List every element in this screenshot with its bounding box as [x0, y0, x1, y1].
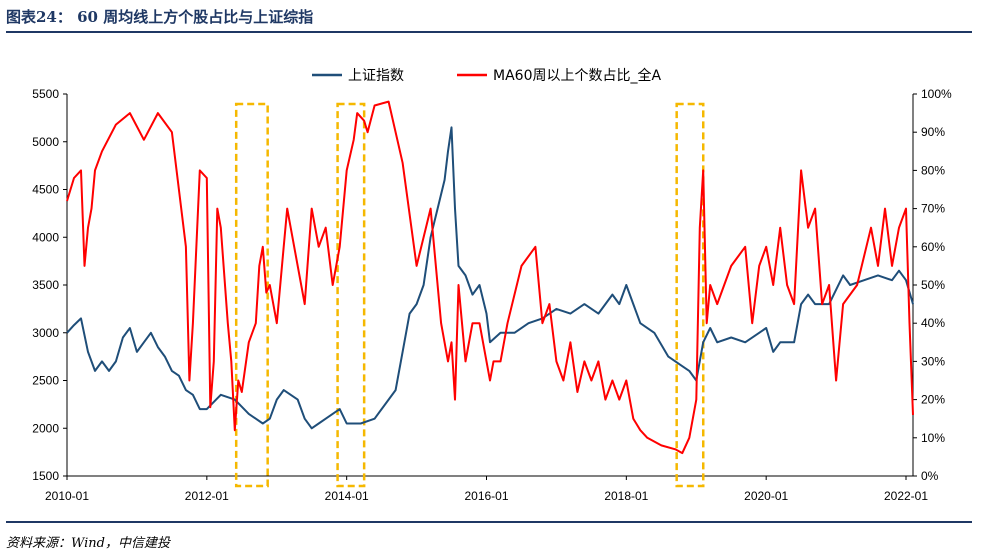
left-tick-label: 2500 [32, 374, 59, 388]
right-tick-label: 100% [921, 87, 952, 101]
right-tick-label: 0% [921, 469, 939, 483]
x-tick-label: 2018-01 [604, 489, 648, 503]
left-tick-label: 4500 [32, 183, 59, 197]
right-tick-label: 80% [921, 163, 945, 177]
top-rule [6, 31, 972, 33]
highlight-box [234, 102, 269, 488]
right-tick-label: 40% [921, 316, 945, 330]
x-tick-label: 2016-01 [464, 489, 508, 503]
right-tick-label: 30% [921, 354, 945, 368]
x-tick-label: 2020-01 [744, 489, 788, 503]
figure-title: 图表24： 60 周均线上方个股占比与上证综指 [6, 8, 314, 26]
legend-label-ratio: MA60周以上个数占比_全A [493, 67, 661, 84]
left-tick-label: 2000 [32, 421, 59, 435]
highlight-box [336, 102, 366, 488]
left-tick-label: 5500 [32, 87, 59, 101]
series-line-ratio [66, 100, 914, 455]
left-tick-label: 3500 [32, 278, 59, 292]
right-tick-label: 60% [921, 240, 945, 254]
right-tick-label: 10% [921, 431, 945, 445]
left-tick-label: 1500 [32, 469, 59, 483]
x-tick-label: 2010-01 [45, 489, 89, 503]
series-line-index [66, 126, 914, 430]
right-tick-label: 70% [921, 202, 945, 216]
right-tick-label: 50% [921, 278, 945, 292]
legend-label-index: 上证指数 [348, 68, 404, 84]
chart-legend: 上证指数 MA60周以上个数占比_全A [312, 67, 661, 84]
left-tick-label: 4000 [32, 230, 59, 244]
x-tick-label: 2014-01 [325, 489, 369, 503]
left-tick-label: 3000 [32, 326, 59, 340]
x-tick-label: 2012-01 [185, 489, 229, 503]
left-tick-label: 5000 [32, 135, 59, 149]
bottom-rule [6, 521, 972, 523]
right-tick-label: 20% [921, 393, 945, 407]
right-tick-label: 90% [921, 125, 945, 139]
x-tick-label: 2022-01 [884, 489, 928, 503]
source-note: 资料来源：Wind，中信建投 [6, 536, 170, 551]
highlight-box [675, 102, 705, 488]
